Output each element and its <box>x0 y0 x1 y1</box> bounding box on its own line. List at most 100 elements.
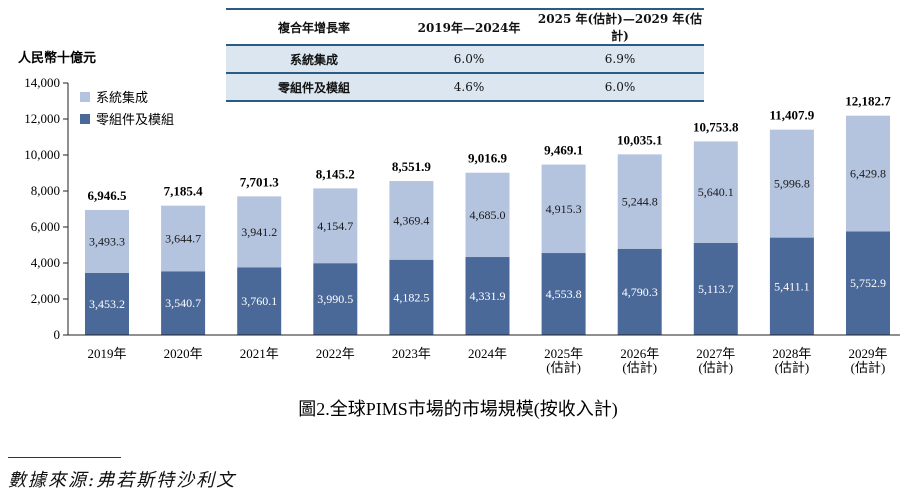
bar-segment-components <box>693 242 738 335</box>
total-label: 10,753.8 <box>693 119 739 134</box>
cagr-row-value: 6.0% <box>402 45 536 74</box>
data-label: 4,369.4 <box>393 213 429 227</box>
total-label: 7,185.4 <box>164 184 204 199</box>
bar-segment-system-integration <box>617 154 662 249</box>
bar-segment-components <box>161 271 206 335</box>
bar-segment-system-integration <box>161 205 206 272</box>
legend-swatch <box>80 92 90 102</box>
data-label: 5,996.8 <box>774 177 810 191</box>
cagr-header-label: 複合年增長率 <box>226 8 402 46</box>
x-axis: 2019年 2020年 2021年 2022年 2023年 2024年 2025年(估計)2… <box>68 334 900 375</box>
bar-segment-system-integration <box>237 196 282 268</box>
total-label: 7,701.3 <box>240 174 280 189</box>
data-label: 4,790.3 <box>622 285 658 299</box>
cagr-table: 複合年增長率 2019年—2024年 2025 年(估計)—2029 年(估計)… <box>226 8 704 102</box>
total-label: 12,182.7 <box>845 94 891 109</box>
total-label: 9,469.1 <box>544 143 583 158</box>
data-label: 5,244.8 <box>622 195 658 209</box>
bar-segment-system-integration <box>389 181 434 260</box>
y-axis-label: 人民幣十億元 <box>18 50 96 65</box>
cagr-row: 零組件及模組 4.6% 6.0% <box>226 73 704 102</box>
x-tick-label: 2029年 <box>848 346 887 361</box>
cagr-row-value: 6.9% <box>536 45 704 74</box>
x-tick-label: 2023年 <box>392 346 431 361</box>
x-tick-label: 2025年 <box>544 346 583 361</box>
bar-segment-components <box>85 272 129 335</box>
bar-segment-components <box>769 237 814 335</box>
y-tick-label: 0 <box>54 327 61 342</box>
y-tick-label: 10,000 <box>24 147 60 162</box>
y-tick-label: 12,000 <box>24 111 60 126</box>
data-label: 3,941.2 <box>241 225 277 239</box>
bar-segment-system-integration <box>313 188 358 264</box>
x-tick-label: (估計) <box>622 360 657 375</box>
bar-segment-components <box>465 257 510 335</box>
x-tick-label: 2019年 <box>87 346 126 361</box>
data-label: 4,331.9 <box>470 289 506 303</box>
bar-segment-system-integration <box>693 141 738 243</box>
legend-label: 零組件及模組 <box>96 112 174 127</box>
data-label: 3,453.2 <box>89 297 125 311</box>
bar-segment-components <box>617 248 662 335</box>
x-tick-label: (估計) <box>698 360 733 375</box>
data-label: 4,182.5 <box>393 290 429 304</box>
data-label: 3,760.1 <box>241 294 277 308</box>
bar-segment-system-integration <box>541 164 586 254</box>
data-label: 3,493.3 <box>89 234 125 248</box>
x-tick-label: (估計) <box>775 360 810 375</box>
x-tick-label: (估計) <box>546 360 581 375</box>
bar-segment-system-integration <box>769 129 814 238</box>
data-label: 4,685.0 <box>470 208 506 222</box>
data-label: 5,411.1 <box>774 279 810 293</box>
x-tick-label: (估計) <box>851 360 886 375</box>
data-label: 3,990.5 <box>317 292 353 306</box>
cagr-row-label: 零組件及模組 <box>226 73 402 102</box>
bars: 3,453.2 3,493.3 6,946.5 3,540.7 3,644.7 7,185… <box>85 94 891 335</box>
total-label: 8,551.9 <box>392 159 432 174</box>
chart-title: 圖2.全球PIMS市場的市場規模(按收入計) <box>298 399 618 420</box>
total-label: 8,145.2 <box>316 166 355 181</box>
data-label: 3,540.7 <box>165 296 201 310</box>
bar-segment-system-integration <box>846 115 890 232</box>
x-tick-label: 2026年 <box>620 346 659 361</box>
cagr-row-value: 4.6% <box>402 73 536 102</box>
bar-segment-components <box>237 267 282 335</box>
legend-label: 系統集成 <box>96 90 148 105</box>
cagr-row-label: 系統集成 <box>226 45 402 74</box>
x-tick-label: 2024年 <box>468 346 507 361</box>
source-divider <box>8 457 121 458</box>
bar-segment-components <box>541 253 586 335</box>
total-label: 11,407.9 <box>770 108 815 123</box>
data-label: 5,752.9 <box>850 276 886 290</box>
y-tick-label: 6,000 <box>31 219 60 234</box>
total-label: 9,016.9 <box>468 151 508 166</box>
data-label: 4,553.8 <box>546 287 582 301</box>
y-tick-label: 14,000 <box>24 75 60 90</box>
cagr-header-period-2: 2025 年(估計)—2029 年(估計) <box>536 8 704 46</box>
cagr-row: 系統集成 6.0% 6.9% <box>226 45 704 74</box>
x-tick-label: 2021年 <box>240 346 279 361</box>
bar-segment-system-integration <box>85 209 129 273</box>
bar-segment-components <box>846 231 890 335</box>
cagr-header-period-1: 2019年—2024年 <box>402 8 536 46</box>
y-tick-label: 8,000 <box>31 183 60 198</box>
x-tick-label: 2022年 <box>316 346 355 361</box>
cagr-table-header: 複合年增長率 2019年—2024年 2025 年(估計)—2029 年(估計) <box>226 8 704 46</box>
bar-segment-components <box>313 263 358 335</box>
data-label: 3,644.7 <box>165 231 201 245</box>
source-note: 數據來源:弗若斯特沙利文 <box>8 470 237 491</box>
legend-swatch <box>80 114 90 124</box>
x-tick-label: 2027年 <box>696 346 735 361</box>
total-label: 10,035.1 <box>617 132 663 147</box>
total-label: 6,946.5 <box>88 188 128 203</box>
cagr-row-value: 6.0% <box>536 73 704 102</box>
y-tick-label: 4,000 <box>31 255 60 270</box>
data-label: 4,915.3 <box>546 202 582 216</box>
x-tick-label: 2020年 <box>164 346 203 361</box>
data-label: 4,154.7 <box>317 219 353 233</box>
bar-segment-components <box>389 259 434 335</box>
x-tick-label: 2028年 <box>772 346 811 361</box>
bar-segment-system-integration <box>465 172 510 258</box>
